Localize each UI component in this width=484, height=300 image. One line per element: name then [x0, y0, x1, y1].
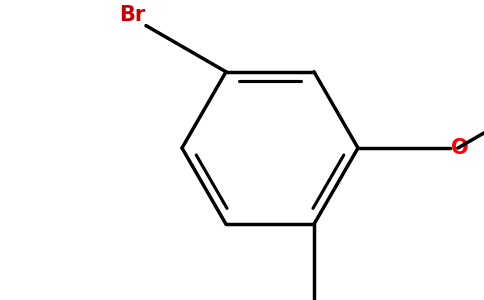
Text: Br: Br: [119, 4, 145, 25]
Text: O: O: [452, 138, 469, 158]
